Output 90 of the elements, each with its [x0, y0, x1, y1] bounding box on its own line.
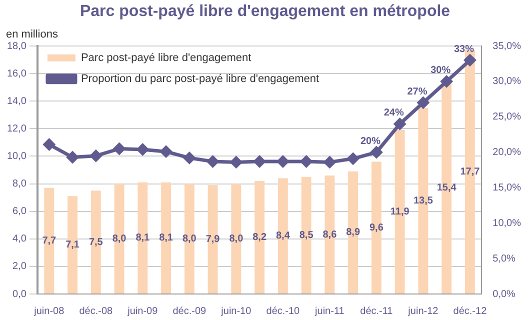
- data-label: 8,0: [229, 233, 244, 244]
- data-label: 30%: [430, 65, 451, 76]
- x-tick-label: juin-08: [33, 306, 65, 317]
- bar: [208, 185, 218, 294]
- bar: [348, 171, 358, 294]
- data-label: 33%: [454, 44, 474, 55]
- bar: [254, 181, 265, 294]
- x-tick-label: juin-12: [407, 306, 439, 317]
- point: [230, 156, 242, 168]
- x-tick-label: déc.-09: [172, 306, 207, 317]
- point: [66, 151, 78, 163]
- data-label: 13,5: [413, 196, 434, 206]
- x-tick-label: déc.-10: [266, 306, 300, 317]
- data-label: 20%: [360, 136, 381, 148]
- bar: [184, 184, 194, 294]
- y2-tick-label: 25,0%: [492, 112, 522, 123]
- point: [90, 150, 102, 162]
- x-tick-label: déc.-12: [453, 306, 488, 317]
- data-label: 8,1: [159, 232, 174, 244]
- y-tick-label: 0,0: [12, 288, 27, 300]
- point: [370, 146, 382, 158]
- bar: [114, 184, 124, 294]
- data-label: 8,4: [276, 230, 290, 242]
- y2-tick-label: 10,0%: [492, 218, 522, 229]
- y-tick-label: 4,0: [12, 234, 27, 245]
- bar: [90, 190, 101, 294]
- point: [394, 118, 406, 130]
- x-tick-label: déc.-08: [79, 306, 114, 317]
- y2-tick-label: 0,0%: [492, 288, 516, 300]
- point: [347, 152, 359, 164]
- bar: [324, 176, 335, 294]
- data-label: 8,0: [182, 233, 197, 244]
- legend-label: Parc post-payé libre d'engagement: [80, 52, 252, 64]
- data-label: 8,9: [346, 227, 360, 238]
- data-label: 24%: [384, 108, 404, 119]
- bar: [161, 182, 172, 294]
- chart-title: Parc post-payé libre d'engagement en métropole: [78, 2, 452, 22]
- bar: [231, 184, 242, 294]
- bar: [44, 188, 54, 294]
- data-label: 8,5: [299, 230, 314, 241]
- data-label: 7,7: [42, 235, 57, 246]
- bar: [371, 162, 382, 294]
- y2-tick-label: 35,0%: [492, 40, 522, 52]
- x-tick-label: juin-11: [314, 306, 345, 317]
- data-label: 11,9: [390, 206, 410, 218]
- legend-label: Proportion du parc post-payé libre d'engagement: [80, 72, 320, 85]
- point: [254, 156, 266, 168]
- point: [324, 156, 336, 168]
- data-label: 9,6: [369, 222, 384, 234]
- y2-tick-label: 5,0%: [492, 253, 516, 264]
- data-label: 17,7: [460, 166, 480, 178]
- point: [417, 96, 429, 108]
- point: [440, 76, 452, 88]
- bar: [301, 176, 312, 294]
- data-label: 8,0: [112, 233, 127, 244]
- y2-tick-label: 30,0%: [492, 76, 522, 88]
- point: [114, 142, 126, 154]
- point: [136, 144, 148, 156]
- data-label: 7,5: [88, 236, 104, 248]
- bar: [138, 182, 148, 294]
- x-tick-label: juin-09: [126, 306, 158, 317]
- bar: [68, 196, 78, 294]
- data-label: 8,2: [252, 232, 267, 244]
- point: [207, 156, 219, 168]
- x-tick-label: déc.-11: [360, 306, 394, 317]
- y-tick-label: 8,0: [12, 178, 27, 190]
- data-label: 8,6: [322, 229, 338, 240]
- data-label: 7,1: [66, 240, 80, 251]
- data-label: 8,1: [136, 232, 150, 244]
- y-tick-label: 18,0: [6, 40, 27, 52]
- point: [160, 146, 172, 158]
- y-tick-label: 10,0: [6, 150, 27, 162]
- y-tick-label: 16,0: [6, 68, 27, 80]
- y2-tick-label: 20,0%: [492, 147, 522, 158]
- point: [300, 156, 312, 168]
- y-tick-label: 2,0: [12, 261, 27, 272]
- data-label: 27%: [407, 86, 428, 98]
- data-label: 7,9: [206, 234, 220, 246]
- point: [277, 156, 289, 168]
- point: [464, 54, 476, 66]
- point: [184, 152, 196, 164]
- point: [43, 138, 55, 150]
- x-tick-label: juin-10: [220, 306, 252, 317]
- y2-tick-label: 15,0%: [492, 182, 522, 194]
- y-tick-label: 6,0: [12, 206, 27, 218]
- y-tick-label: 14,0: [6, 96, 27, 107]
- bar: [278, 178, 288, 294]
- data-label: 15,4: [436, 182, 457, 194]
- y-axis-title: en millions: [6, 28, 58, 41]
- y-tick-label: 12,0: [6, 123, 27, 134]
